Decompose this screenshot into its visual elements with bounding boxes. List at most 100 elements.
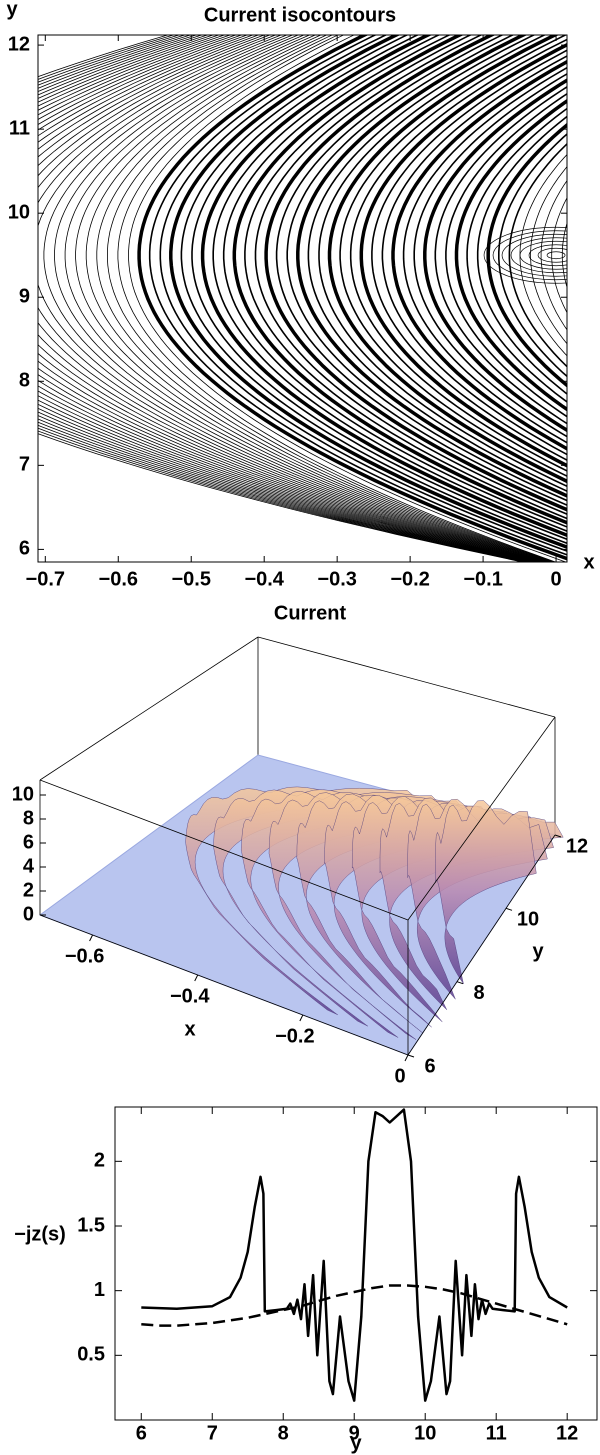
x-tick-label: −0.7 [26, 568, 65, 590]
contour-line [275, 35, 567, 507]
surface-ridge [435, 800, 537, 985]
contour-line [38, 35, 535, 562]
z-tick-label: 8 [23, 807, 34, 829]
contour-line [222, 35, 567, 528]
contour-line [381, 55, 567, 456]
contour-line [38, 35, 549, 562]
x-tick-label: −0.4 [244, 568, 284, 590]
contour-line [286, 35, 567, 502]
x-tick-label: 10 [414, 1422, 436, 1444]
contour-line [38, 35, 533, 562]
contour-line [169, 35, 567, 550]
z-tick-label: 2 [23, 879, 34, 901]
contour-line [38, 35, 536, 562]
x-tick [299, 1014, 304, 1022]
contour-line [244, 35, 567, 520]
y-tick-label: 0.5 [77, 1344, 105, 1366]
contour-line [483, 226, 567, 284]
contour-line [498, 132, 567, 378]
contour-line [537, 247, 567, 263]
box-edge [407, 834, 556, 1056]
box-edge [39, 636, 259, 781]
contour-line [38, 35, 537, 562]
box-edge [39, 779, 409, 921]
x-tick-label: −0.2 [275, 1025, 314, 1047]
x-axis-label: x [583, 551, 594, 573]
contour-line [148, 35, 567, 556]
x-tick-label: 8 [278, 1422, 289, 1444]
x-axis-label: y [350, 1432, 362, 1454]
contour-line [413, 72, 567, 438]
contour-line [38, 35, 527, 562]
y-tick-label: 8 [473, 982, 484, 1004]
contour-line [38, 35, 541, 562]
contour-line [359, 42, 567, 468]
contour-line [423, 78, 567, 433]
y-tick-label: 1 [94, 1279, 105, 1301]
contour-line [573, 23, 600, 574]
contour-line [530, 166, 567, 345]
y-tick [407, 1054, 415, 1058]
contour-line [38, 35, 540, 562]
contour-line [510, 237, 567, 274]
x-tick-label: −0.4 [170, 985, 210, 1007]
contour-lines [38, 23, 600, 574]
contour-line [349, 38, 567, 472]
contour-line [137, 35, 567, 561]
x-tick-label: 11 [486, 1422, 507, 1444]
contour-line [519, 154, 567, 357]
y-tick-label: 10 [517, 909, 539, 931]
contour-line [339, 35, 567, 478]
contour-line [264, 35, 567, 512]
contour-line [200, 35, 567, 538]
contour-line [546, 251, 566, 260]
contour-line [38, 35, 526, 562]
y-tick-label: 6 [424, 1055, 435, 1077]
contour-line [38, 35, 525, 562]
contour-line [38, 35, 528, 562]
contour-line [318, 35, 567, 488]
y-axis-label: −jz(s) [14, 1223, 66, 1245]
contour-line [38, 35, 534, 562]
contour-line [64, 35, 552, 562]
contour-line [128, 35, 567, 562]
contour-line [402, 66, 567, 444]
x-tick-label: 6 [136, 1422, 147, 1444]
x-tick-label: 0 [550, 568, 561, 590]
z-tick-label: 4 [23, 855, 35, 877]
x-tick-label: −0.3 [317, 568, 356, 590]
contour-line [38, 35, 532, 562]
contour-line [551, 197, 567, 314]
contour-line [371, 49, 567, 462]
chart-title: Current [274, 602, 347, 624]
x-tick [89, 934, 94, 942]
y-tick-label: 12 [566, 835, 588, 857]
contour-line [212, 35, 567, 532]
plot-frame [37, 34, 568, 563]
y-tick [505, 907, 513, 911]
contour-line [38, 35, 544, 562]
z-tick-label: 0 [23, 903, 34, 925]
contour-line [307, 35, 567, 492]
contour-line [434, 85, 567, 425]
contour-line [476, 115, 567, 395]
contour-line [528, 244, 567, 267]
contour-line [85, 35, 554, 562]
x-tick-label: 12 [556, 1422, 578, 1444]
contour-line [38, 35, 531, 562]
contour-line [38, 35, 548, 562]
box-edge [407, 716, 556, 921]
contour-line [38, 35, 547, 562]
contour-line [486, 122, 567, 388]
plot-frame [114, 1106, 598, 1421]
x-tick-label: −0.2 [390, 568, 429, 590]
contour-line [117, 35, 557, 562]
contour-line [38, 35, 542, 562]
y-tick-label: 6 [19, 538, 30, 560]
contour-line [38, 35, 538, 562]
contour-line [38, 35, 543, 562]
contour-line [43, 35, 550, 562]
x-tick-label: 9 [349, 1422, 360, 1444]
contour-line [519, 240, 567, 270]
